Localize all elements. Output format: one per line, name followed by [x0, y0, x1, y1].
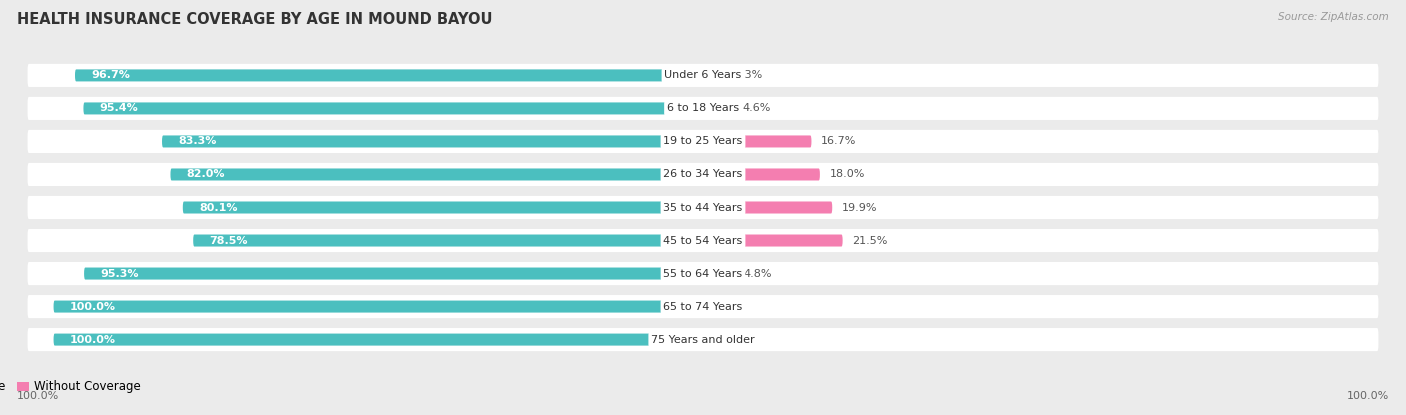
FancyBboxPatch shape: [162, 135, 703, 147]
FancyBboxPatch shape: [53, 300, 703, 312]
FancyBboxPatch shape: [28, 130, 1378, 153]
FancyBboxPatch shape: [28, 97, 1378, 120]
Text: Under 6 Years: Under 6 Years: [665, 71, 741, 81]
FancyBboxPatch shape: [53, 334, 703, 346]
FancyBboxPatch shape: [703, 69, 724, 81]
Text: Source: ZipAtlas.com: Source: ZipAtlas.com: [1278, 12, 1389, 22]
Text: 100.0%: 100.0%: [17, 391, 59, 401]
Text: 78.5%: 78.5%: [209, 236, 247, 246]
Text: 16.7%: 16.7%: [821, 137, 856, 146]
Text: 4.8%: 4.8%: [744, 269, 772, 278]
FancyBboxPatch shape: [703, 268, 734, 280]
Text: 19.9%: 19.9%: [842, 203, 877, 212]
Text: 100.0%: 100.0%: [70, 334, 115, 344]
FancyBboxPatch shape: [28, 64, 1378, 87]
FancyBboxPatch shape: [703, 202, 832, 213]
Legend: With Coverage, Without Coverage: With Coverage, Without Coverage: [0, 376, 145, 398]
FancyBboxPatch shape: [28, 229, 1378, 252]
FancyBboxPatch shape: [703, 103, 733, 115]
Text: 21.5%: 21.5%: [852, 236, 887, 246]
Text: 82.0%: 82.0%: [187, 169, 225, 179]
FancyBboxPatch shape: [703, 168, 820, 181]
Text: 26 to 34 Years: 26 to 34 Years: [664, 169, 742, 179]
Text: 100.0%: 100.0%: [70, 302, 115, 312]
Text: 3.3%: 3.3%: [734, 71, 762, 81]
FancyBboxPatch shape: [75, 69, 703, 81]
Text: 95.4%: 95.4%: [100, 103, 138, 113]
Text: 80.1%: 80.1%: [200, 203, 238, 212]
Text: 45 to 54 Years: 45 to 54 Years: [664, 236, 742, 246]
FancyBboxPatch shape: [183, 202, 703, 213]
Text: 55 to 64 Years: 55 to 64 Years: [664, 269, 742, 278]
FancyBboxPatch shape: [83, 103, 703, 115]
Text: 0.0%: 0.0%: [713, 334, 741, 344]
FancyBboxPatch shape: [703, 234, 842, 247]
Text: 95.3%: 95.3%: [100, 269, 139, 278]
FancyBboxPatch shape: [170, 168, 703, 181]
Text: 65 to 74 Years: 65 to 74 Years: [664, 302, 742, 312]
FancyBboxPatch shape: [28, 163, 1378, 186]
Text: 83.3%: 83.3%: [179, 137, 217, 146]
Text: 75 Years and older: 75 Years and older: [651, 334, 755, 344]
Text: 100.0%: 100.0%: [1347, 391, 1389, 401]
Text: 19 to 25 Years: 19 to 25 Years: [664, 137, 742, 146]
FancyBboxPatch shape: [28, 328, 1378, 351]
Text: 4.6%: 4.6%: [742, 103, 770, 113]
Text: 35 to 44 Years: 35 to 44 Years: [664, 203, 742, 212]
Text: 96.7%: 96.7%: [91, 71, 131, 81]
FancyBboxPatch shape: [28, 262, 1378, 285]
FancyBboxPatch shape: [703, 135, 811, 147]
Text: 6 to 18 Years: 6 to 18 Years: [666, 103, 740, 113]
FancyBboxPatch shape: [84, 268, 703, 280]
FancyBboxPatch shape: [193, 234, 703, 247]
FancyBboxPatch shape: [28, 196, 1378, 219]
Text: 18.0%: 18.0%: [830, 169, 865, 179]
Text: 0.0%: 0.0%: [713, 302, 741, 312]
FancyBboxPatch shape: [28, 295, 1378, 318]
Text: HEALTH INSURANCE COVERAGE BY AGE IN MOUND BAYOU: HEALTH INSURANCE COVERAGE BY AGE IN MOUN…: [17, 12, 492, 27]
